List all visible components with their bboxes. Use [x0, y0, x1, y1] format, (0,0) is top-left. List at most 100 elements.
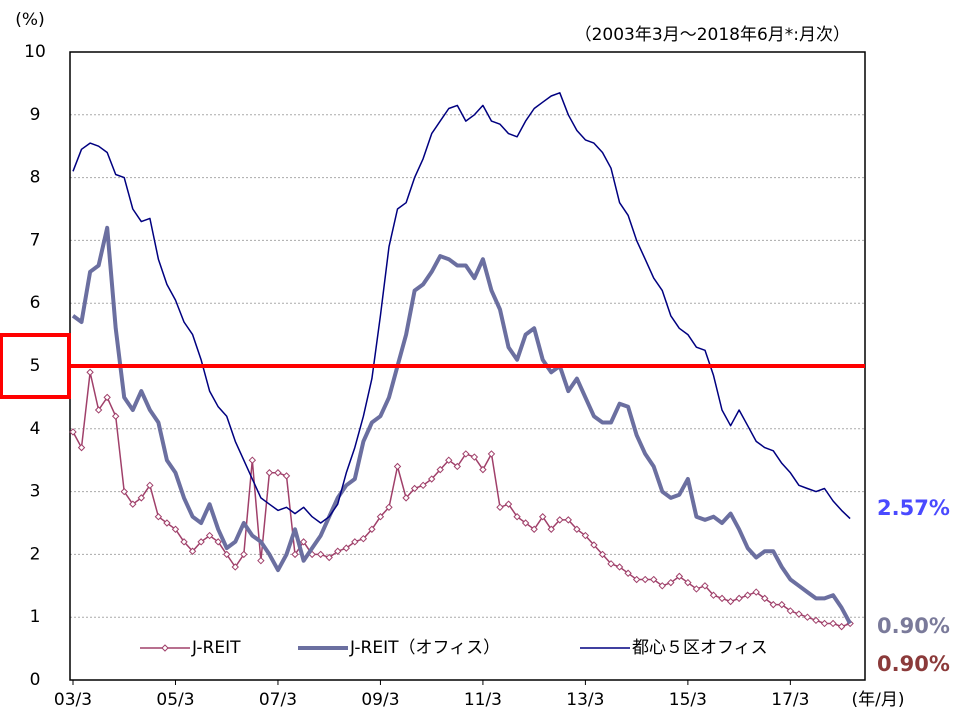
- point-marker: [205, 531, 214, 540]
- point-marker: [598, 550, 607, 559]
- point-marker: [103, 393, 111, 402]
- point-marker: [803, 613, 812, 621]
- point-marker: [257, 556, 265, 565]
- point-marker: [547, 525, 555, 533]
- point-marker: [675, 572, 684, 581]
- y-unit-label: (%): [15, 10, 44, 30]
- legend-label: J-REIT: [191, 638, 241, 658]
- y-tick-label: 3: [30, 482, 41, 502]
- point-marker: [274, 469, 282, 477]
- point-marker: [342, 544, 350, 552]
- point-marker: [368, 525, 376, 533]
- point-marker: [146, 481, 154, 490]
- point-marker: [701, 582, 709, 590]
- point-marker: [248, 456, 257, 464]
- point-marker: [453, 462, 462, 471]
- point-marker: [752, 588, 760, 596]
- series-line: [72, 92, 851, 524]
- point-marker: [436, 465, 444, 474]
- point-marker: [769, 600, 777, 609]
- x-tick-label: 05/3: [156, 690, 194, 710]
- point-marker: [513, 513, 521, 521]
- point-marker: [163, 519, 171, 527]
- point-marker: [351, 538, 359, 546]
- end-value-label: 2.57%: [877, 496, 950, 520]
- end-value-label: 0.90%: [877, 614, 950, 638]
- y-tick-label: 9: [30, 105, 41, 125]
- point-marker: [573, 525, 581, 533]
- point-marker: [265, 469, 274, 477]
- point-marker: [641, 575, 649, 584]
- point-marker: [837, 622, 846, 631]
- point-marker: [743, 591, 752, 599]
- point-marker: [291, 550, 299, 559]
- point-marker: [410, 484, 419, 493]
- series-line: [72, 371, 851, 628]
- point-marker: [829, 619, 837, 628]
- point-marker: [214, 538, 222, 546]
- point-marker: [299, 538, 308, 546]
- point-marker: [521, 519, 530, 527]
- point-marker: [761, 594, 769, 603]
- x-tick-label: 13/3: [566, 690, 604, 710]
- point-marker: [726, 597, 735, 606]
- point-marker: [94, 406, 103, 414]
- y-tick-label: 10: [24, 42, 46, 62]
- point-marker: [530, 525, 538, 533]
- point-marker: [419, 481, 427, 490]
- point-marker: [445, 456, 453, 464]
- x-tick-label: 07/3: [259, 690, 297, 710]
- point-marker: [581, 531, 590, 540]
- point-marker: [786, 607, 795, 615]
- point-marker: [188, 547, 197, 555]
- point-marker: [624, 569, 632, 577]
- point-marker: [376, 513, 385, 521]
- y-tick-label: 5: [30, 356, 41, 376]
- x-tick-label: 15/3: [669, 690, 707, 710]
- point-marker: [240, 550, 248, 559]
- point-marker: [69, 428, 77, 436]
- x-tick-label: 17/3: [771, 690, 809, 710]
- highlight-box: [0, 333, 71, 399]
- point-marker: [171, 525, 180, 533]
- y-tick-label: 7: [30, 230, 41, 250]
- point-marker: [632, 575, 641, 584]
- point-marker: [684, 578, 692, 587]
- chart-subtitle: （2003年3月～2018年6月*:月次）: [575, 25, 850, 45]
- x-tick-label: 11/3: [464, 690, 502, 710]
- point-marker: [427, 475, 436, 483]
- point-marker: [137, 494, 146, 502]
- point-marker: [538, 513, 547, 521]
- x-tick-label: 03/3: [54, 690, 92, 710]
- point-marker: [820, 619, 829, 628]
- point-marker: [650, 575, 658, 584]
- point-marker: [223, 550, 231, 559]
- point-marker: [615, 563, 624, 571]
- point-marker: [120, 487, 128, 496]
- point-marker: [590, 541, 598, 549]
- point-marker: [77, 443, 86, 452]
- point-marker: [180, 538, 188, 546]
- y-tick-label: 6: [30, 293, 41, 313]
- point-marker: [795, 610, 803, 618]
- point-marker: [658, 582, 666, 590]
- point-marker: [735, 594, 743, 603]
- legend-label: J-REIT（オフィス）: [349, 638, 500, 658]
- series-line: [71, 225, 852, 625]
- point-marker: [325, 553, 333, 562]
- point-marker: [718, 594, 726, 603]
- end-value-label: 0.90%: [877, 652, 950, 676]
- x-tick-label: 09/3: [361, 690, 399, 710]
- point-marker: [385, 503, 393, 512]
- point-marker: [359, 534, 368, 543]
- point-marker: [496, 503, 504, 512]
- point-marker: [709, 591, 718, 599]
- point-marker: [556, 516, 564, 524]
- point-marker: [470, 453, 479, 461]
- y-tick-label: 4: [30, 419, 41, 439]
- point-marker: [282, 472, 291, 480]
- point-marker: [564, 516, 573, 524]
- x-axis-label: (年/月): [852, 690, 905, 710]
- point-marker: [154, 513, 163, 521]
